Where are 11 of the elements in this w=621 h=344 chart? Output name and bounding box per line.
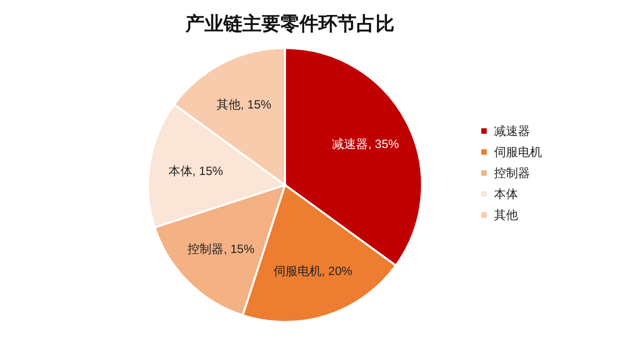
legend-label: 本体 xyxy=(494,187,518,201)
data-label: 控制器, 15% xyxy=(188,242,255,256)
legend-label: 伺服电机 xyxy=(494,145,542,159)
data-label: 减速器, 35% xyxy=(332,136,400,151)
legend-label: 其他 xyxy=(494,208,518,222)
legend-label: 控制器 xyxy=(494,166,530,180)
data-label: 伺服电机, 20% xyxy=(274,264,353,278)
chart-title: 产业链主要零件环节占比 xyxy=(184,13,394,35)
legend-label: 减速器 xyxy=(494,124,530,138)
data-label: 其他, 15% xyxy=(216,97,272,112)
data-label: 本体, 15% xyxy=(168,164,224,178)
